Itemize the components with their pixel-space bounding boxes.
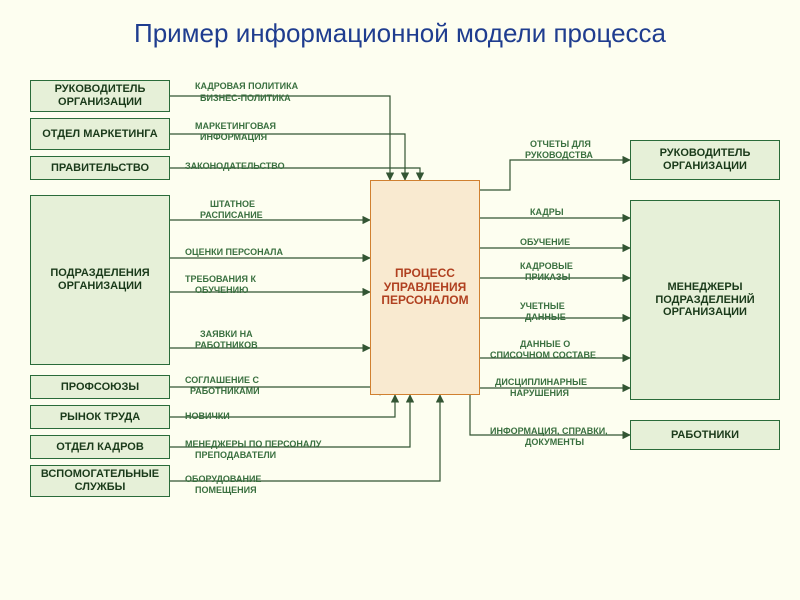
edge-label: ДАННЫЕ [525,313,566,323]
edge-label: ИНФОРМАЦИЯ [200,133,267,143]
edge-label: ИНФОРМАЦИЯ, СПРАВКИ, [490,427,608,437]
edge-label: ШТАТНОЕ [210,200,255,210]
edge-label: ОБУЧЕНИЮ [195,286,248,296]
page-title: Пример информационной модели процесса [0,18,800,49]
edge-label: НАРУШЕНИЯ [510,389,569,399]
diagram-box: ОТДЕЛ КАДРОВ [30,435,170,459]
edge-label: ЗАКОНОДАТЕЛЬСТВО [185,162,285,172]
diagram-box: ПРОЦЕСС УПРАВЛЕНИЯ ПЕРСОНАЛОМ [370,180,480,395]
diagram-box: МЕНЕДЖЕРЫ ПОДРАЗДЕЛЕНИЙ ОРГАНИЗАЦИИ [630,200,780,400]
edge-label: ДАННЫЕ О [520,340,570,350]
edge-label: ОБОРУДОВАНИЕ [185,475,261,485]
edge-label: ЗАЯВКИ НА [200,330,253,340]
diagram-box: ПОДРАЗДЕЛЕНИЯ ОРГАНИЗАЦИИ [30,195,170,365]
edge-label: ПОМЕЩЕНИЯ [195,486,257,496]
edge-label: ПРИКАЗЫ [525,273,570,283]
diagram-box: ВСПОМОГАТЕЛЬНЫЕ СЛУЖБЫ [30,465,170,497]
edge-label: ДИСЦИПЛИНАРНЫЕ [495,378,587,388]
diagram-box: ОТДЕЛ МАРКЕТИНГА [30,118,170,150]
edge-label: МАРКЕТИНГОВАЯ [195,122,276,132]
edge-label: ТРЕБОВАНИЯ К [185,275,256,285]
edge-label: МЕНЕДЖЕРЫ ПО ПЕРСОНАЛУ [185,440,321,450]
edge-label: НОВИЧКИ [185,412,230,422]
edge-label: ДОКУМЕНТЫ [525,438,584,448]
diagram-box: РЫНОК ТРУДА [30,405,170,429]
edge-label: РУКОВОДСТВА [525,151,593,161]
diagram-box: ПРАВИТЕЛЬСТВО [30,156,170,180]
diagram-box: РУКОВОДИТЕЛЬ ОРГАНИЗАЦИИ [30,80,170,112]
edge-label: УЧЕТНЫЕ [520,302,565,312]
edge-label: БИЗНЕС-ПОЛИТИКА [200,94,291,104]
edge-label: ОТЧЕТЫ ДЛЯ [530,140,591,150]
edge-label: РАСПИСАНИЕ [200,211,263,221]
edge-label: ПРЕПОДАВАТЕЛИ [195,451,276,461]
diagram-canvas: Пример информационной модели процесса РУ… [0,0,800,600]
edge-label: КАДРЫ [530,208,564,218]
edge-label: КАДРОВАЯ ПОЛИТИКА [195,82,298,92]
diagram-box: РУКОВОДИТЕЛЬ ОРГАНИЗАЦИИ [630,140,780,180]
edge-label: РАБОТНИКОВ [195,341,258,351]
diagram-box: РАБОТНИКИ [630,420,780,450]
edge-label: ОБУЧЕНИЕ [520,238,570,248]
edge-label: ОЦЕНКИ ПЕРСОНАЛА [185,248,283,258]
edge-label: РАБОТНИКАМИ [190,387,260,397]
diagram-box: ПРОФСОЮЗЫ [30,375,170,399]
edge-label: СОГЛАШЕНИЕ С [185,376,259,386]
edge-label: КАДРОВЫЕ [520,262,573,272]
edge-label: СПИСОЧНОМ СОСТАВЕ [490,351,596,361]
